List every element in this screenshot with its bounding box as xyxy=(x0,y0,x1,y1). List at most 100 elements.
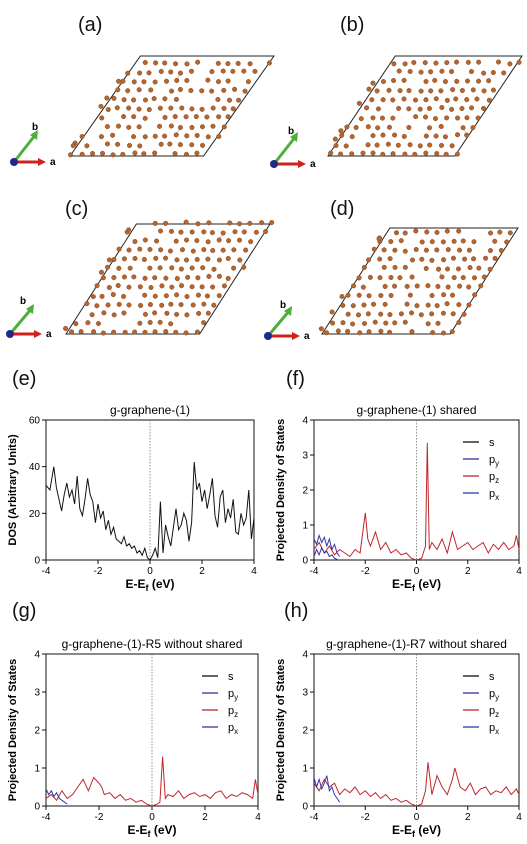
carbon-atom xyxy=(380,97,386,103)
axis-b-arrow xyxy=(272,135,298,165)
carbon-atom xyxy=(201,247,207,253)
carbon-atom xyxy=(195,59,201,65)
carbon-atom xyxy=(481,274,487,280)
carbon-atom xyxy=(345,328,351,334)
carbon-atom xyxy=(507,230,513,236)
carbon-atom xyxy=(409,329,415,335)
carbon-atom xyxy=(423,265,429,271)
carbon-atom xyxy=(147,302,153,308)
carbon-atom xyxy=(183,151,189,157)
carbon-atom xyxy=(126,124,132,130)
carbon-atom xyxy=(221,283,227,289)
carbon-atom xyxy=(444,97,450,103)
carbon-atom xyxy=(486,97,492,103)
carbon-atom xyxy=(349,134,355,140)
carbon-atom xyxy=(241,264,247,270)
carbon-atom xyxy=(225,256,231,262)
x-tick-label: 0 xyxy=(414,812,420,823)
carbon-atom xyxy=(131,114,137,120)
carbon-atom xyxy=(211,302,217,308)
carbon-atom xyxy=(349,151,355,157)
series-line-pz xyxy=(45,756,259,807)
carbon-atom xyxy=(395,142,401,148)
carbon-atom xyxy=(210,284,216,290)
axis-c-dot xyxy=(270,160,278,168)
carbon-atom xyxy=(439,274,445,280)
carbon-atom xyxy=(330,320,336,326)
carbon-atom xyxy=(215,60,221,66)
carbon-atom xyxy=(173,329,179,335)
carbon-atom xyxy=(163,275,169,281)
carbon-atom xyxy=(413,97,419,103)
carbon-atom xyxy=(173,132,179,138)
carbon-atom xyxy=(391,78,397,84)
panel-label-c: (c) xyxy=(65,198,89,220)
y-tick-label: 3 xyxy=(302,688,308,699)
carbon-atom xyxy=(230,68,236,74)
unit-cell xyxy=(327,55,523,157)
carbon-atom xyxy=(99,293,105,299)
carbon-atom xyxy=(154,238,160,244)
carbon-atom xyxy=(374,88,380,94)
carbon-atom xyxy=(173,61,179,67)
carbon-atom xyxy=(406,106,412,112)
carbon-atom xyxy=(382,301,388,307)
y-tick-label: 2 xyxy=(302,726,308,737)
carbon-atom xyxy=(168,321,174,327)
carbon-atom xyxy=(179,283,185,289)
carbon-atom xyxy=(247,220,253,226)
carbon-atom xyxy=(127,265,133,271)
carbon-atom xyxy=(386,87,392,93)
x-tick-label: 4 xyxy=(255,812,261,823)
series-line-px xyxy=(45,788,68,805)
carbon-atom xyxy=(370,115,376,121)
carbon-atom xyxy=(409,274,415,280)
chart-h: g-graphene-(1)-R7 without shared -4 -2 0 2 4 0… xyxy=(275,637,522,839)
panel-label-g: (g) xyxy=(12,600,37,622)
carbon-atom xyxy=(413,114,419,120)
carbon-atom xyxy=(210,247,216,253)
carbon-atom xyxy=(184,77,190,83)
carbon-atom xyxy=(162,114,168,120)
carbon-atom xyxy=(358,116,364,122)
lattice-axes-b: b a xyxy=(270,126,316,170)
carbon-atom xyxy=(433,116,439,122)
carbon-atom xyxy=(370,150,376,156)
carbon-atom xyxy=(392,264,398,270)
chart-title: g-graphene-(1)-R7 without shared xyxy=(326,637,507,651)
axis-a-arrowhead xyxy=(298,160,306,168)
carbon-atom xyxy=(209,69,215,75)
carbon-atom xyxy=(164,78,170,84)
carbon-atom xyxy=(162,96,168,102)
carbon-atom xyxy=(377,275,383,281)
carbon-atom xyxy=(406,124,412,130)
carbon-atom xyxy=(471,239,477,245)
carbon-atom xyxy=(162,60,168,66)
carbon-atom xyxy=(343,143,349,149)
carbon-atom xyxy=(252,68,258,74)
carbon-atom xyxy=(454,59,460,65)
carbon-atom xyxy=(106,285,112,291)
carbon-atom xyxy=(142,311,148,317)
carbon-atom xyxy=(216,273,222,279)
x-axis-label: E-Ef (eV) xyxy=(392,823,441,839)
carbon-atom xyxy=(188,88,194,94)
carbon-atom xyxy=(501,70,507,76)
carbon-atom xyxy=(89,312,95,318)
carbon-atom xyxy=(158,141,164,147)
carbon-atom xyxy=(486,78,492,84)
carbon-atom xyxy=(70,143,76,149)
panel-label-f: (f) xyxy=(286,368,305,390)
carbon-atom xyxy=(195,221,201,227)
carbon-atom xyxy=(152,150,158,156)
carbon-atom xyxy=(370,133,376,139)
carbon-atom xyxy=(466,284,472,290)
carbon-atom xyxy=(356,292,362,298)
carbon-atom xyxy=(402,151,408,157)
y-tick-label: 0 xyxy=(302,556,308,567)
x-tick-label: 2 xyxy=(199,566,205,577)
carbon-atom xyxy=(142,134,148,140)
carbon-atom xyxy=(91,329,97,335)
carbon-atom xyxy=(237,257,243,263)
carbon-atom xyxy=(225,61,231,67)
